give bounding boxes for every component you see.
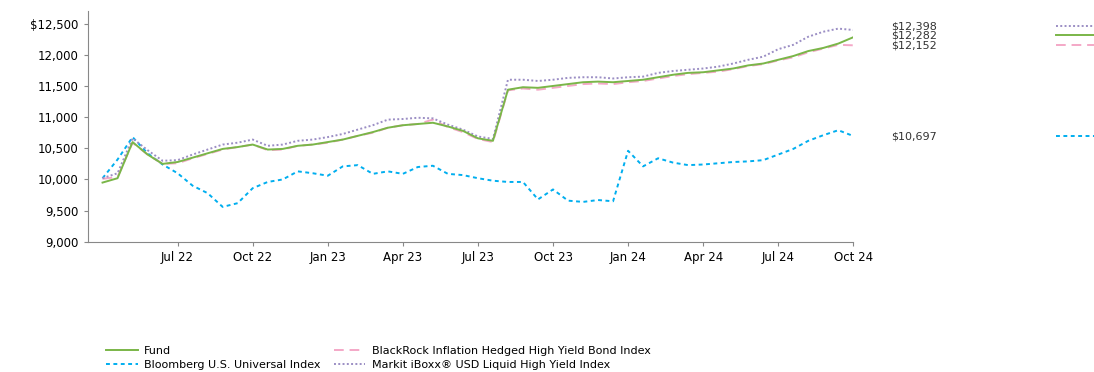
Text: $10,697: $10,697	[891, 131, 936, 141]
Legend: Fund, Bloomberg U.S. Universal Index, BlackRock Inflation Hedged High Yield Bond: Fund, Bloomberg U.S. Universal Index, Bl…	[102, 341, 655, 372]
Text: $12,282: $12,282	[891, 31, 936, 40]
Text: $12,152: $12,152	[891, 40, 936, 50]
Text: $12,398: $12,398	[891, 21, 936, 31]
